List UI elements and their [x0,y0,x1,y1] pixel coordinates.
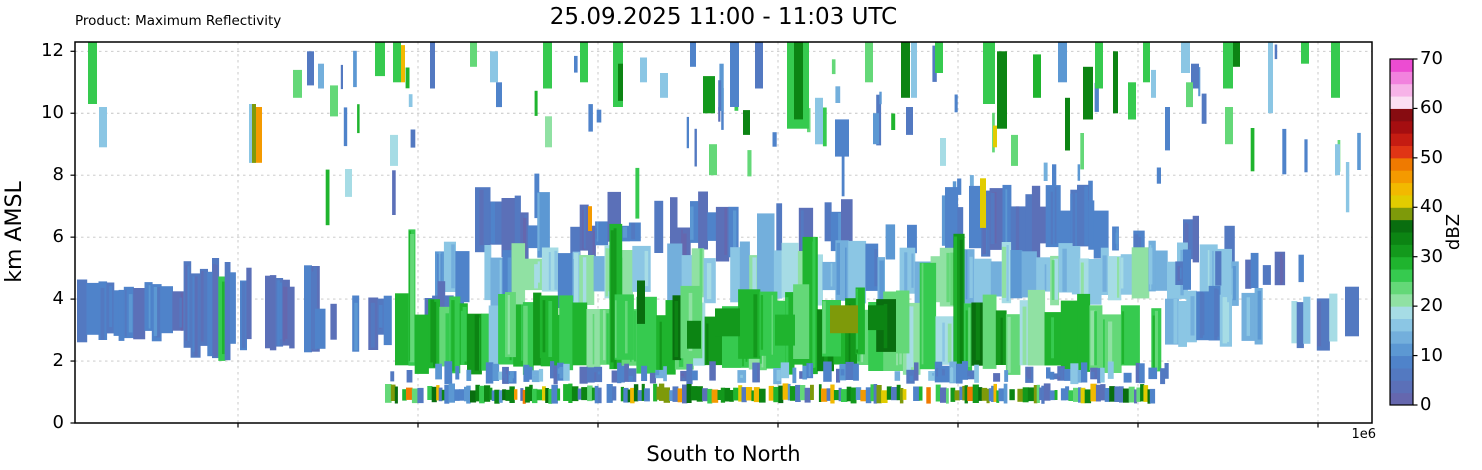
colorbar-tick-label: 10 [1420,344,1443,366]
colorbar-tick-label: 50 [1420,146,1443,168]
colorbar-label: dBZ [1443,213,1464,251]
colorbar [1389,58,1418,406]
x-axis-offset-label: 1e6 [1351,427,1376,442]
colorbar-tick-label: 60 [1420,97,1443,119]
chart-title: 25.09.2025 11:00 - 11:03 UTC [549,4,898,30]
y-tick-label: 2 [52,350,64,372]
y-tick-label: 10 [41,102,64,124]
y-tick-label: 4 [52,288,64,310]
colorbar-tick-label: 0 [1420,394,1432,415]
y-tick-label: 0 [52,412,64,433]
colorbar-tick-label: 30 [1420,245,1443,267]
y-tick-label: 6 [52,226,64,248]
y-tick-label: 12 [41,40,64,62]
x-axis-label: South to North [646,442,801,466]
colorbar-tick-label: 20 [1420,295,1443,317]
colorbar-tick-label: 70 [1420,48,1443,69]
y-tick-label: 8 [52,164,64,186]
plot-area [70,41,1373,428]
product-label: Product: Maximum Reflectivity [75,13,282,29]
colorbar-tick-label: 40 [1420,196,1443,218]
